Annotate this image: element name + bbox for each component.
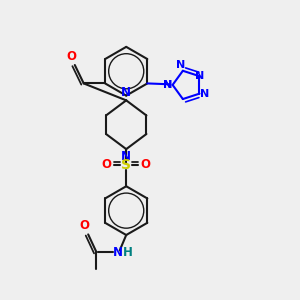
Text: H: H [122, 246, 132, 259]
Text: O: O [66, 50, 76, 63]
Text: N: N [121, 86, 131, 99]
Text: N: N [113, 246, 123, 259]
Text: N: N [163, 80, 172, 90]
Text: N: N [121, 150, 131, 163]
Text: N: N [163, 80, 172, 90]
Text: S: S [121, 158, 131, 172]
Text: N: N [195, 71, 204, 81]
Text: N: N [200, 88, 209, 99]
Text: O: O [79, 219, 89, 232]
Text: O: O [102, 158, 112, 171]
Text: O: O [141, 158, 151, 171]
Text: N: N [176, 60, 185, 70]
